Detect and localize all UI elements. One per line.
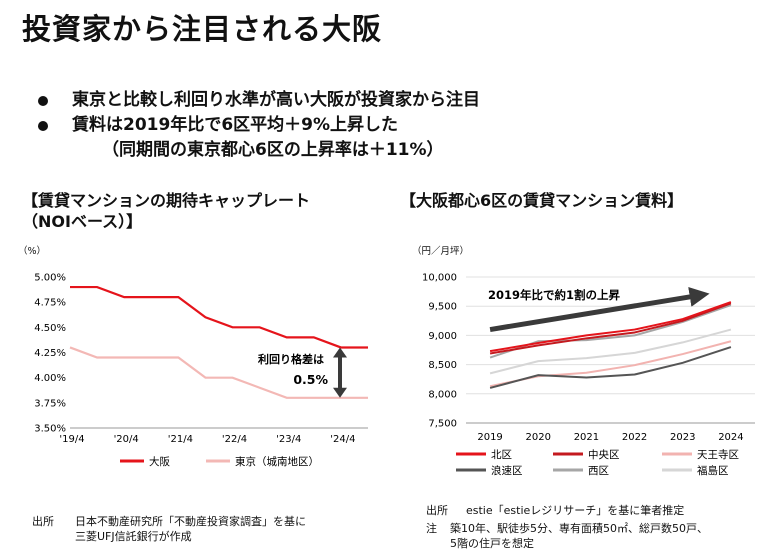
left-source-line1: 日本不動産研究所「不動産投資家調査」を基に: [75, 515, 306, 528]
gap-arrow-down-icon: [333, 387, 347, 398]
gap-annotation-line2: 0.5%: [293, 372, 328, 387]
right-note-line1: 築10年、駅徒歩5分、専有面積50㎡、総戸数50戸、: [450, 522, 708, 535]
x-tick-label: '21/4: [168, 434, 193, 445]
x-tick-label: 2022: [622, 432, 647, 443]
series-line: [489, 328, 732, 375]
y-tick-label: 10,000: [422, 273, 457, 284]
legend-label: 福島区: [697, 464, 729, 477]
y-tick-label: 3.50%: [34, 424, 66, 435]
trend-annotation-label: 2019年比で約1割の上昇: [488, 288, 621, 302]
x-tick-label: 2020: [526, 432, 551, 443]
legend-label: 大阪: [149, 455, 170, 468]
left-source-line2: 三菱UFJ信託銀行が作成: [75, 530, 192, 543]
y-tick-label: 7,500: [428, 419, 457, 430]
legend-label: 西区: [588, 465, 609, 477]
trend-arrow: [489, 287, 710, 333]
left-chart-title: 【賃貸マンションの期待キャップレート （NOIベース）】: [22, 190, 310, 232]
x-tick-label: 2024: [718, 432, 743, 443]
right-note-label: 注: [426, 522, 437, 535]
left-chart-unit: （%）: [18, 246, 47, 257]
x-tick-label: '22/4: [222, 434, 247, 445]
gap-annotation-line1: 利回り格差は: [258, 352, 324, 366]
legend-label: 浪速区: [491, 464, 523, 477]
y-tick-label: 4.50%: [34, 323, 66, 334]
bullet-dot-icon: [38, 121, 48, 131]
right-chart-title: 【大阪都心6区の賃貸マンション賃料】: [400, 191, 684, 210]
legend-label: 北区: [491, 449, 512, 461]
left-chart: 5.00% 4.75% 4.50% 4.25% 4.00% 3.75% 3.50%'19/4…: [34, 273, 368, 468]
left-source-text: 日本不動産研究所「不動産投資家調査」を基に 三菱UFJ信託銀行が作成: [75, 514, 306, 544]
series-line: [489, 302, 732, 355]
y-tick-label: 8,500: [428, 360, 457, 371]
right-chart: 10,000 9,500 9,000 8,500 8,000 7,500 2019 2020 2…: [422, 273, 755, 477]
page-title: 投資家から注目される大阪: [22, 12, 383, 46]
right-chart-unit: （円／月坪）: [412, 246, 470, 257]
right-note-text: 築10年、駅徒歩5分、専有面積50㎡、総戸数50戸、 5階の住戸を想定: [450, 521, 708, 551]
x-tick-label: '24/4: [330, 434, 355, 445]
series-line: [489, 304, 732, 359]
bullet-item: 賃料は2019年比で6区平均＋9%上昇した: [38, 113, 480, 138]
x-tick-label: '23/4: [276, 434, 301, 445]
bullet-text: 賃料は2019年比で6区平均＋9%上昇した: [72, 115, 399, 135]
right-note-line2: 5階の住戸を想定: [450, 537, 534, 550]
legend-label: 中央区: [588, 448, 620, 461]
right-source-label: 出所: [426, 504, 448, 517]
left-source-label: 出所: [32, 515, 54, 528]
x-tick-label: 2023: [670, 432, 695, 443]
series-line: [489, 301, 732, 353]
y-tick-label: 4.00%: [34, 373, 66, 384]
bullet-list: 東京と比較し利回り水準が高い大阪が投資家から注目 賃料は2019年比で6区平均＋…: [38, 88, 480, 163]
x-tick-label: 2021: [574, 432, 599, 443]
y-tick-label: 3.75%: [34, 398, 66, 409]
y-tick-label: 8,000: [428, 389, 457, 400]
x-tick-label: 2019: [477, 432, 502, 443]
left-chart-title-line2: （NOIベース）】: [22, 212, 143, 231]
series-line: [489, 346, 732, 389]
y-tick-label: 5.00%: [34, 273, 66, 284]
bullet-text: 東京と比較し利回り水準が高い大阪が投資家から注目: [72, 90, 480, 110]
x-tick-label: '19/4: [59, 434, 84, 445]
left-chart-title-line1: 【賃貸マンションの期待キャップレート: [22, 191, 311, 210]
y-tick-label: 9,000: [428, 331, 457, 342]
series-line: [69, 346, 368, 399]
series-line: [70, 285, 368, 349]
y-tick-label: 4.25%: [34, 348, 66, 359]
bullet-item: 東京と比較し利回り水準が高い大阪が投資家から注目: [38, 88, 480, 113]
y-tick-label: 9,500: [428, 302, 457, 313]
legend-label: 天王寺区: [697, 449, 739, 461]
legend-label: 東京（城南地区）: [235, 455, 319, 468]
x-tick-label: '20/4: [114, 434, 139, 445]
bullet-sub-text: （同期間の東京都心6区の上昇率は＋11%）: [102, 140, 444, 160]
bullet-dot-icon: [38, 96, 48, 106]
y-tick-label: 4.75%: [34, 298, 66, 309]
gap-arrow-up-icon: [333, 347, 347, 358]
right-source-text: estie「estieレジリサーチ」を基に筆者推定: [466, 504, 685, 517]
